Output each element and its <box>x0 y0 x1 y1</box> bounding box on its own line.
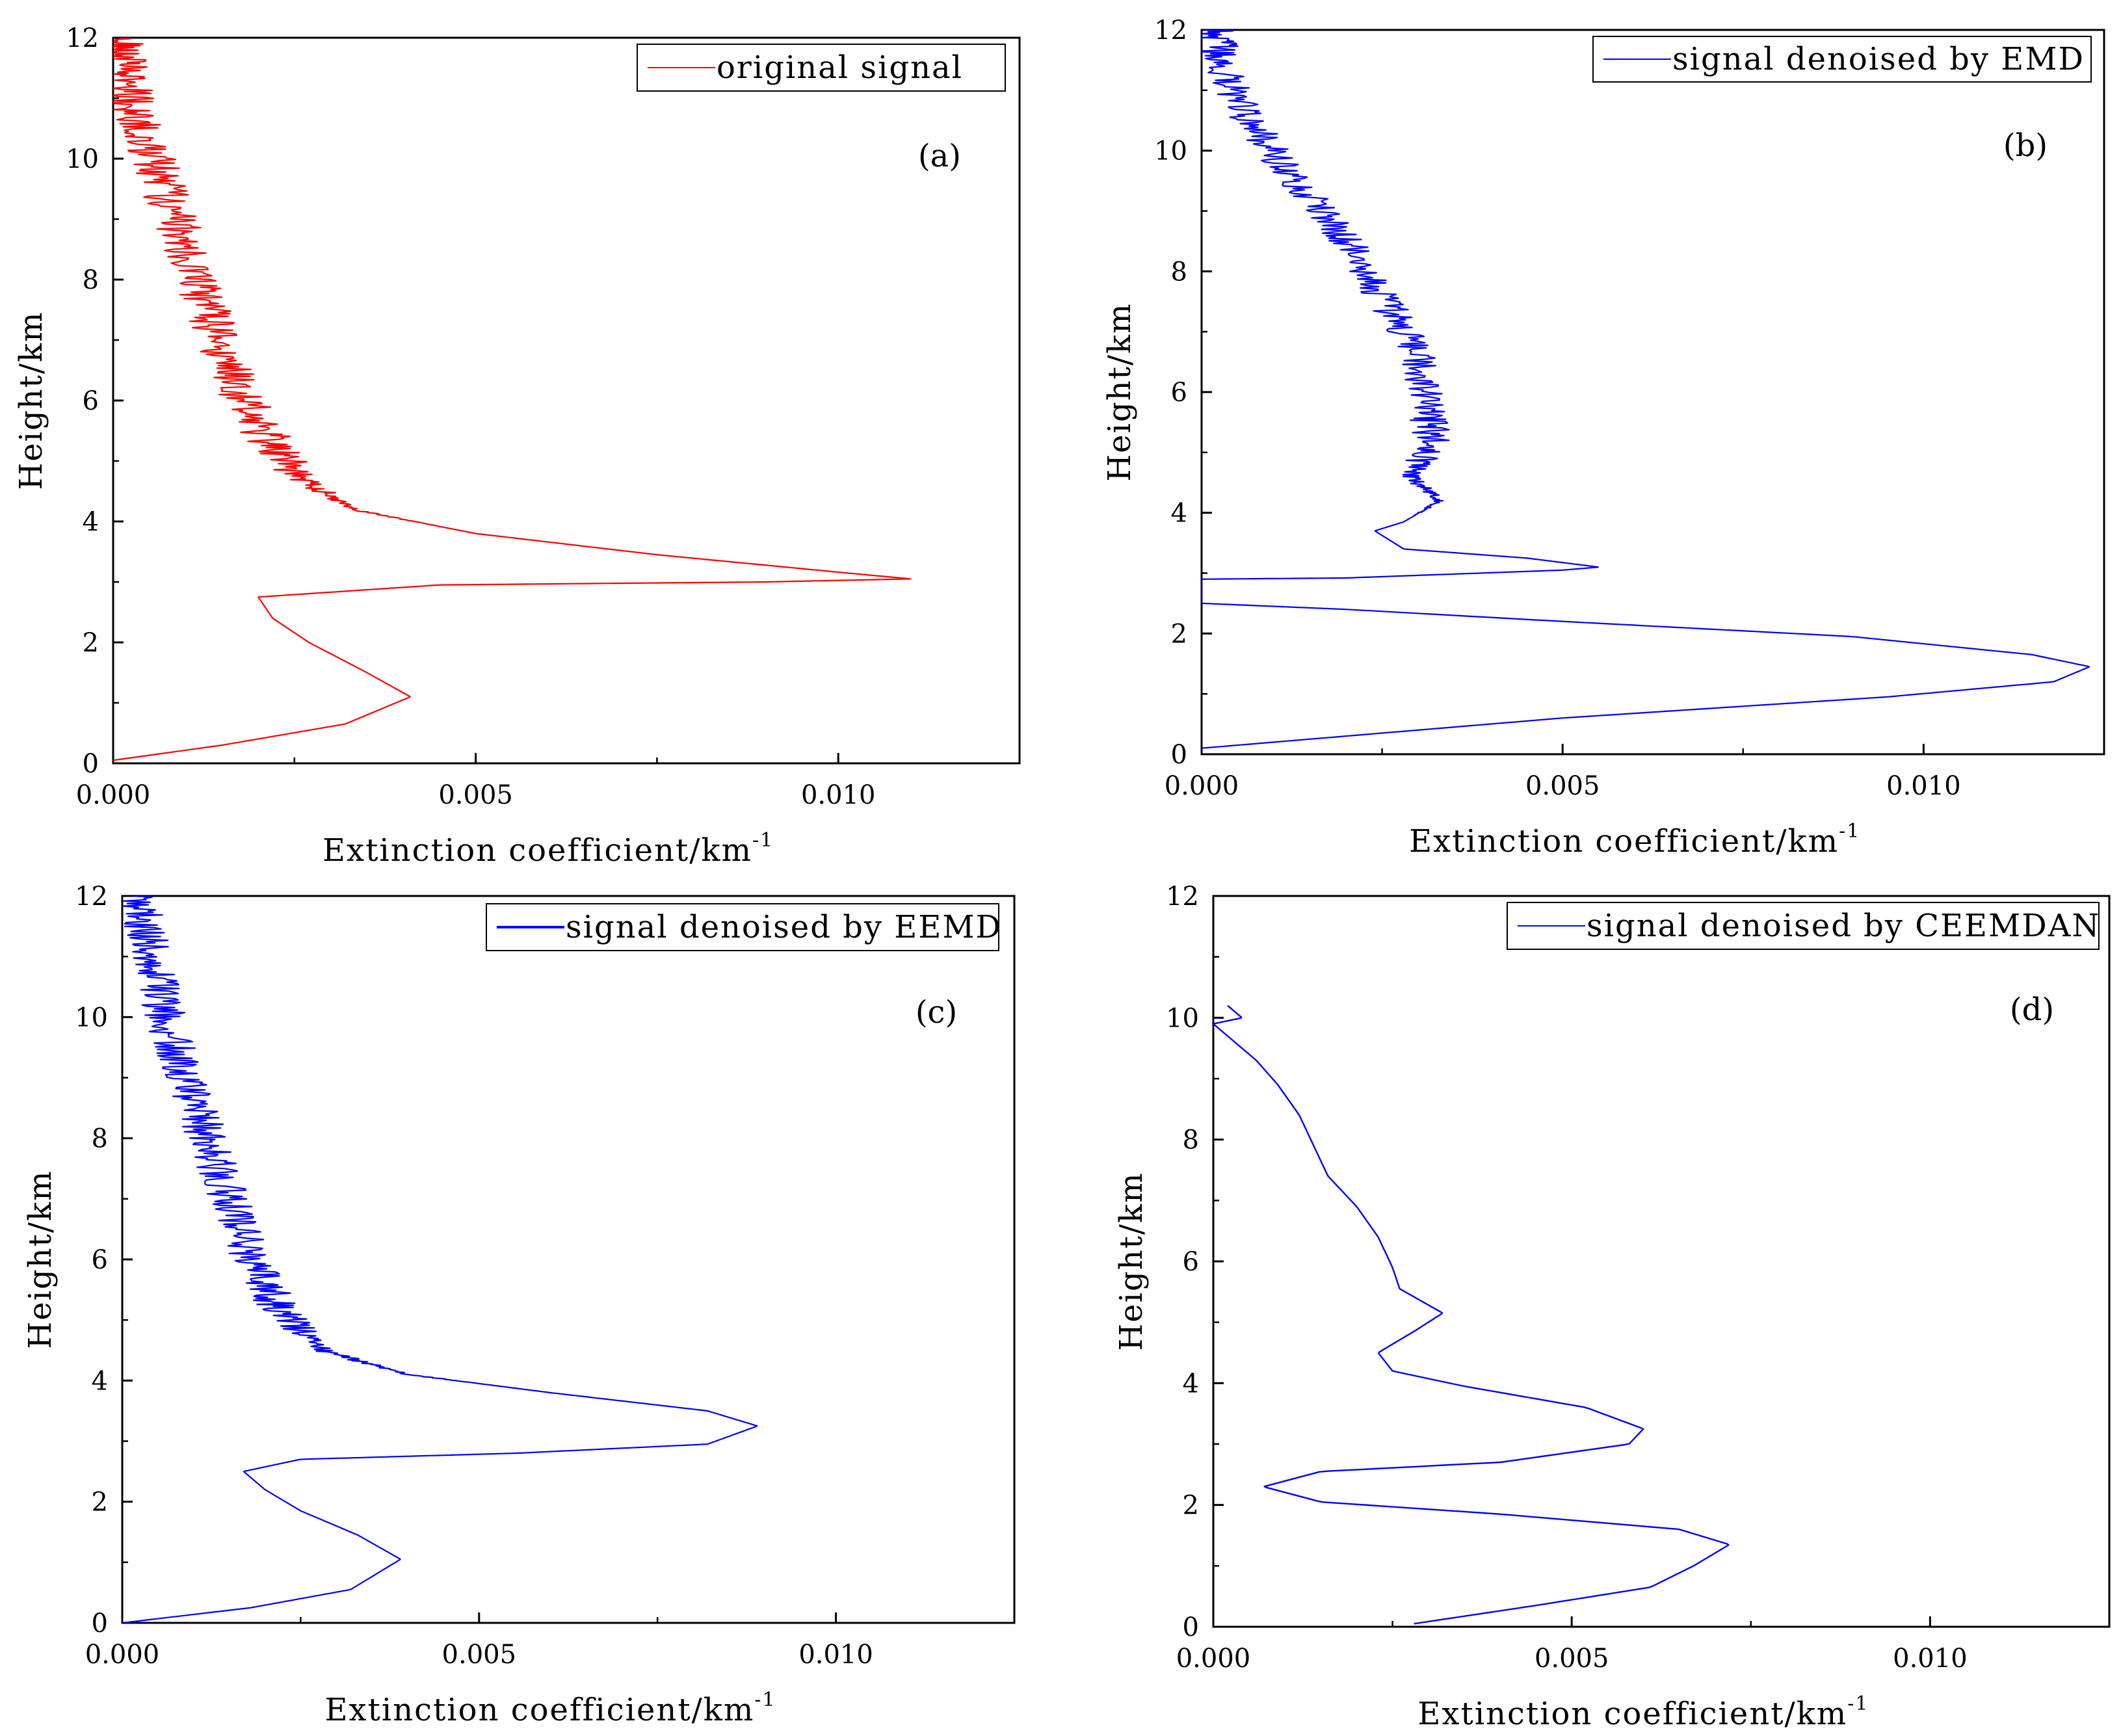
y-tick-label: 8 <box>83 265 99 295</box>
series-line-a <box>113 38 912 761</box>
y-tick-label: 10 <box>66 144 99 174</box>
y-tick-label: 12 <box>1166 882 1199 912</box>
legend-label: signal denoised by EMD <box>1672 41 2085 77</box>
series-line-d <box>1213 1005 1730 1625</box>
x-tick-label: 0.000 <box>1165 771 1239 801</box>
x-axis-title: Extinction coefficient/km-1 <box>1417 1692 1869 1732</box>
panel-label: (d) <box>2010 992 2054 1028</box>
x-axis-title-superscript: -1 <box>754 1689 776 1711</box>
x-axis-title: Extinction coefficient/km-1 <box>1409 820 1860 860</box>
plot-frame <box>112 36 1021 765</box>
chart-panel-c: 0 2 4 6 8 10 12 0.000 0.005 0.010 Extinction coeff… <box>22 882 1016 1728</box>
x-tick-label: 0.005 <box>442 1640 517 1670</box>
plot-frame <box>1200 29 2105 756</box>
y-tick-label: 4 <box>92 1366 108 1396</box>
y-tick-label: 0 <box>1183 1612 1199 1642</box>
x-axis-title-superscript: -1 <box>752 829 774 852</box>
y-tick-label: 0 <box>1171 740 1187 770</box>
panel-label: (a) <box>918 138 961 174</box>
x-tick-label: 0.000 <box>1176 1644 1251 1674</box>
x-axis-title-text: Extinction coefficient/km <box>1409 823 1839 860</box>
y-axis-title: Height/km <box>1101 302 1138 481</box>
y-tick-label: 8 <box>1183 1125 1199 1155</box>
x-tick-label: 0.005 <box>1525 771 1600 801</box>
x-axis-title-superscript: -1 <box>1847 1692 1869 1715</box>
y-tick-label: 8 <box>1171 257 1187 287</box>
chart-panel-d: 0 2 4 6 8 10 12 0.000 0.005 0.010 Extinction coeff… <box>1113 882 2111 1732</box>
x-axis-title-text: Extinction coefficient/km <box>324 1692 754 1728</box>
plot-frame <box>1212 895 2111 1628</box>
x-tick-label: 0.000 <box>76 780 151 810</box>
y-tick-label: 2 <box>92 1488 108 1518</box>
chart-panel-a: 0 2 4 6 8 10 12 0.000 0.005 0.010 Extinction coeff… <box>13 23 1021 869</box>
series-line-c <box>122 896 758 1623</box>
legend-label: signal denoised by CEEMDAN <box>1587 908 2100 944</box>
x-tick-label: 0.005 <box>438 780 513 810</box>
y-tick-label: 10 <box>1154 137 1187 166</box>
panel-label: (c) <box>916 994 957 1031</box>
x-axis-title-text: Extinction coefficient/km <box>1417 1696 1847 1732</box>
x-axis-title: Extinction coefficient/km-1 <box>323 829 774 869</box>
y-tick-label: 6 <box>92 1245 108 1275</box>
y-tick-label: 2 <box>83 628 99 658</box>
y-tick-label: 12 <box>1154 16 1187 46</box>
y-tick-label: 10 <box>1166 1003 1199 1033</box>
legend-box <box>486 903 999 951</box>
chart-panel-b: 0 2 4 6 8 10 12 0.000 0.005 0.010 Extinction coeff… <box>1101 16 2105 860</box>
legend-box <box>637 44 1006 92</box>
series-line-b <box>1202 30 2090 749</box>
y-tick-label: 4 <box>1183 1369 1199 1399</box>
y-tick-label: 6 <box>1183 1247 1199 1277</box>
y-axis-title: Height/km <box>22 1170 59 1348</box>
y-tick-label: 0 <box>92 1609 108 1638</box>
y-tick-label: 8 <box>92 1124 108 1154</box>
panel-label: (b) <box>2003 127 2048 164</box>
legend-box <box>1507 902 2100 950</box>
x-tick-label: 0.010 <box>1886 771 1961 801</box>
y-tick-label: 12 <box>75 882 108 912</box>
y-tick-label: 4 <box>83 507 99 537</box>
x-axis-title-text: Extinction coefficient/km <box>323 832 752 869</box>
x-tick-label: 0.010 <box>1893 1644 1968 1674</box>
x-tick-label: 0.005 <box>1535 1644 1609 1674</box>
y-tick-label: 2 <box>1171 619 1187 649</box>
y-tick-label: 4 <box>1171 499 1187 529</box>
legend-label: signal denoised by EEMD <box>566 909 1002 945</box>
y-tick-label: 0 <box>83 749 99 779</box>
legend-label: original signal <box>717 49 963 86</box>
y-tick-label: 6 <box>83 386 99 416</box>
y-axis-title: Height/km <box>1113 1172 1150 1350</box>
y-tick-label: 2 <box>1183 1491 1199 1521</box>
y-tick-label: 12 <box>66 23 99 53</box>
x-axis-title: Extinction coefficient/km-1 <box>324 1689 776 1728</box>
x-axis-title-superscript: -1 <box>1839 820 1860 843</box>
y-tick-label: 6 <box>1171 378 1187 408</box>
x-tick-label: 0.010 <box>798 1640 873 1670</box>
y-tick-label: 10 <box>75 1003 108 1032</box>
x-tick-label: 0.000 <box>85 1640 160 1670</box>
legend-box <box>1592 36 2092 83</box>
x-tick-label: 0.010 <box>801 780 876 810</box>
y-axis-title: Height/km <box>13 311 49 490</box>
